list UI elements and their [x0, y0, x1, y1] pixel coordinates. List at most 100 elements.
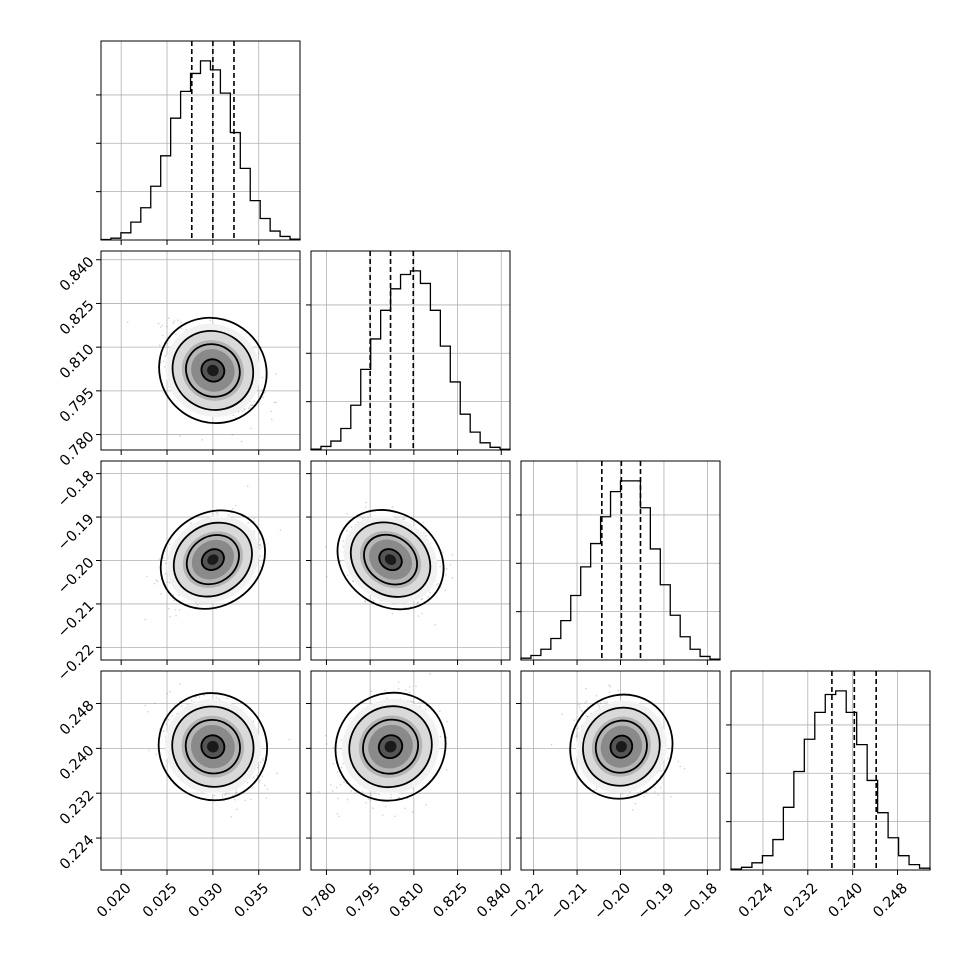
scatter-point [606, 701, 608, 703]
tick-label-y: −0.19 [55, 511, 98, 554]
contour-line [171, 330, 255, 411]
scatter-point [144, 704, 147, 707]
scatter-point [169, 690, 171, 693]
scatter-point [446, 720, 448, 723]
scatter-point [335, 786, 338, 789]
scatter-point [403, 518, 405, 520]
scatter-point [408, 691, 411, 694]
scatter-point [677, 760, 680, 763]
scatter-point [261, 376, 264, 379]
scatter-point [578, 703, 580, 706]
scatter-point [384, 805, 387, 808]
scatter-point [241, 410, 244, 412]
scatter-point [260, 546, 263, 548]
scatter-point [394, 815, 396, 817]
tick-label-y: 0.840 [57, 254, 98, 295]
scatter-point [337, 797, 339, 800]
contour-line [609, 734, 634, 759]
histogram-3 [730, 690, 931, 870]
scatter-point [155, 579, 158, 581]
panel-frame [100, 250, 301, 451]
scatter-point [260, 761, 262, 763]
scatter-point [580, 709, 582, 711]
scatter-point [577, 727, 579, 730]
scatter-point [435, 584, 438, 586]
scatter-point [364, 600, 366, 602]
scatter-point [369, 799, 372, 801]
tick-label-y: −0.21 [55, 598, 98, 641]
scatter-point [350, 790, 353, 792]
scatter-point [338, 815, 340, 818]
scatter-point [683, 767, 686, 770]
scatter-point [424, 708, 427, 711]
scatter-point [418, 701, 420, 704]
panel-3-2: −0.22 −0.21 −0.20 −0.19 −0.18 [504, 670, 721, 923]
scatter-point [679, 765, 682, 768]
scatter-point [144, 618, 146, 621]
scatter-point [421, 612, 423, 615]
scatter-point [259, 543, 262, 546]
tick-label-y: −0.22 [55, 642, 98, 685]
scatter-point [168, 543, 171, 546]
tick-label-x: 0.232 [781, 880, 822, 921]
scatter-point [174, 609, 177, 611]
tick-label-x: 0.035 [232, 880, 273, 921]
density-level [207, 554, 219, 565]
scatter-point [198, 696, 201, 698]
scatter-point [259, 555, 262, 557]
grid [521, 671, 720, 870]
contour-line [159, 509, 266, 610]
scatter-point [275, 373, 278, 375]
scatter-point [550, 743, 553, 746]
scatter-point [234, 417, 237, 419]
scatter-point [230, 815, 233, 818]
scatter-point [408, 686, 411, 688]
scatter-point [659, 786, 662, 789]
scatter-point [346, 798, 349, 801]
scatter-point [365, 501, 367, 504]
scatter-point [156, 580, 159, 583]
scatter-point [258, 781, 260, 784]
scatter-point [415, 685, 417, 687]
panel-frame [520, 460, 721, 661]
scatter-point [608, 684, 611, 687]
tick-label-x: 0.780 [299, 880, 340, 921]
scatter-point [147, 710, 149, 713]
scatter-point [317, 791, 320, 793]
scatter-point [351, 580, 354, 582]
scatter-point [235, 791, 238, 793]
panel-frame [100, 670, 301, 871]
tick-label-x: 0.240 [826, 880, 867, 921]
contour-line [363, 533, 418, 586]
scatter-point [232, 794, 234, 797]
scatter-point [171, 715, 173, 717]
scatter-point [325, 545, 327, 548]
scatter-point [173, 320, 176, 323]
scatter-point [639, 791, 642, 793]
scatter-point [595, 694, 598, 697]
scatter-point [165, 723, 168, 726]
tick-label-x: −0.22 [504, 880, 547, 923]
scatter-point [340, 766, 343, 769]
scatter-point [609, 685, 612, 688]
scatter-point [361, 517, 364, 520]
panel-3-1: 0.780 0.795 0.810 0.825 0.840 [299, 670, 515, 921]
histogram-1 [310, 270, 511, 450]
scatter-point [597, 703, 599, 705]
scatter-point [350, 526, 353, 529]
scatter-point [422, 521, 424, 524]
scatter-point [231, 433, 234, 436]
scatter-point [381, 814, 384, 816]
histogram-2 [520, 480, 721, 660]
tick-label-y: 0.232 [57, 788, 98, 829]
scatter-point [253, 530, 256, 532]
scatter-point [251, 404, 254, 406]
contour-line [158, 316, 268, 425]
scatter-point [265, 797, 268, 799]
panel-frame [520, 670, 721, 871]
scatter-point [257, 352, 260, 354]
scatter-point [258, 544, 261, 547]
scatter-point [417, 601, 419, 603]
scatter-point [365, 802, 368, 804]
